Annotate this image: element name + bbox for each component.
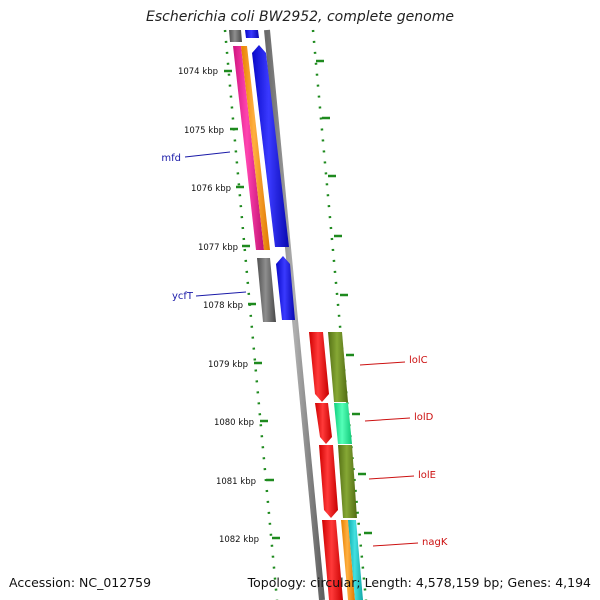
kbp-label: 1078 kbp <box>203 301 243 311</box>
gene-magenta[interactable] <box>233 46 264 250</box>
kbp-label: 1080 kbp <box>214 418 254 428</box>
gene-label-mfd[interactable]: mfd <box>161 153 181 164</box>
kbp-label: 1082 kbp <box>219 535 259 545</box>
kbp-label: 1081 kbp <box>216 477 256 487</box>
gene-label-lolE[interactable]: lolE <box>418 470 436 481</box>
gene-label-nagK[interactable]: nagK <box>422 537 448 548</box>
ruler-dotted-left <box>223 29 279 600</box>
accession-text: Accession: NC_012759 <box>9 575 152 590</box>
gene-orange[interactable] <box>241 46 270 250</box>
gene-label-lolC[interactable]: lolC <box>409 355 428 366</box>
gene-lolD[interactable] <box>315 403 332 444</box>
gene-lolC[interactable] <box>309 332 329 402</box>
gene-olive-1[interactable] <box>328 332 348 402</box>
gene-nagK[interactable] <box>322 520 343 600</box>
gene-orange-low[interactable] <box>341 520 355 600</box>
ruler-dotted-right <box>311 29 368 600</box>
gene-blue-top[interactable] <box>245 30 259 38</box>
kbp-labels: 1074 kbp 1075 kbp 1076 kbp 1077 kbp 1078… <box>178 67 259 545</box>
map-title: Escherichia coli BW2952, complete genome <box>146 9 454 25</box>
nagK-leader <box>372 542 419 547</box>
gene-mint[interactable] <box>334 403 352 444</box>
gene-gray-mid[interactable] <box>257 258 276 322</box>
kbp-label: 1077 kbp <box>198 243 238 253</box>
kbp-label: 1075 kbp <box>184 126 224 136</box>
gene-cyan-low[interactable] <box>348 520 363 600</box>
lolC-leader <box>359 361 406 366</box>
ycfT-leader <box>195 291 247 297</box>
lolD-leader <box>364 417 411 422</box>
kbp-label: 1079 kbp <box>208 360 248 370</box>
ruler-ticks-right <box>316 59 372 535</box>
gene-gray-top[interactable] <box>229 30 242 42</box>
lolE-leader <box>368 475 415 480</box>
gene-label-ycfT[interactable]: ycfT <box>172 291 194 302</box>
mfd-leader <box>184 151 231 158</box>
topology-text: Topology: circular; Length: 4,578,159 bp… <box>247 575 591 590</box>
gene-mfd[interactable] <box>252 45 289 247</box>
gene-label-lolD[interactable]: lolD <box>414 412 434 423</box>
gene-olive-2[interactable] <box>338 445 357 518</box>
gene-ycfT[interactable] <box>276 256 295 320</box>
kbp-label: 1074 kbp <box>178 67 218 77</box>
gene-lolE[interactable] <box>319 445 338 518</box>
ruler-ticks-left <box>224 69 280 540</box>
kbp-label: 1076 kbp <box>191 184 231 194</box>
